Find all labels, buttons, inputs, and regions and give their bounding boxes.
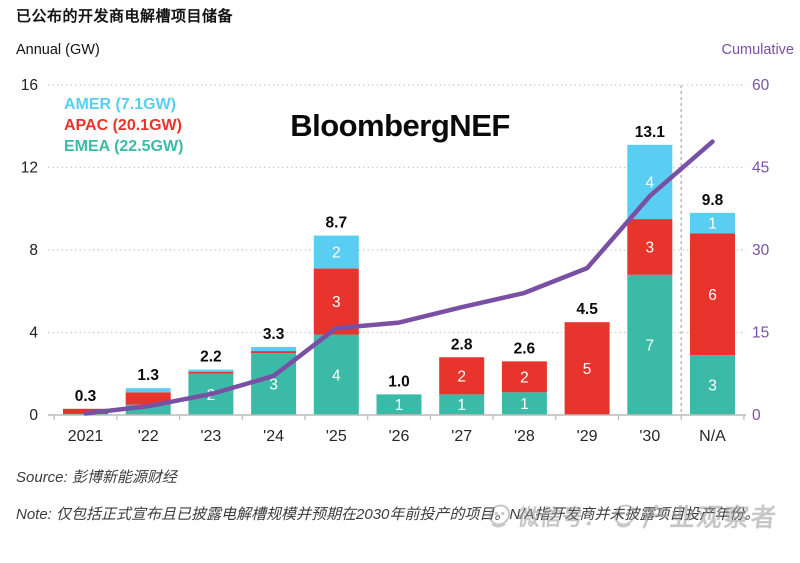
bar-segment-emea-'28	[501, 392, 547, 415]
legend-item-amer: AMER (7.1GW)	[64, 96, 176, 113]
bar-segment-apac-'24	[251, 351, 297, 354]
bar-segment-amer-N/A	[690, 212, 735, 234]
segment-label: 4	[332, 367, 341, 384]
x-axis-label: '28	[514, 428, 535, 445]
segment-label: 3	[332, 294, 341, 311]
legend-item-emea: EMEA (22.5GW)	[64, 138, 184, 155]
x-axis-label: '24	[263, 428, 284, 445]
right-axis-tick-label: 30	[752, 242, 770, 259]
bar-total-label: 0.3	[75, 388, 97, 405]
watermark-name: 产业观察者	[641, 504, 780, 532]
bar-segment-emea-'25	[313, 334, 359, 415]
bar-total-label: 2.2	[200, 349, 222, 366]
x-axis-label: 2021	[68, 428, 104, 445]
bar-segment-apac-'27	[439, 357, 485, 395]
bar-segment-amer-'24	[251, 346, 297, 352]
right-axis-title: Cumulative	[721, 42, 794, 58]
bar-total-label: 2.6	[514, 340, 536, 357]
x-axis-label: N/A	[699, 428, 726, 445]
x-axis-label: '29	[577, 428, 598, 445]
bar-total-label: 4.5	[576, 301, 598, 318]
bar-segment-emea-'26	[376, 394, 422, 415]
bar-segment-amer-'25	[313, 235, 359, 269]
right-axis-tick-label: 0	[752, 407, 761, 424]
right-axis-tick-label: 15	[752, 325, 769, 342]
bar-segment-emea-N/A	[690, 355, 735, 415]
segment-label: 1	[708, 216, 717, 233]
bar-total-label: 8.7	[326, 215, 348, 232]
bar-segment-amer-'22	[125, 388, 171, 393]
bar-segment-apac-'29	[564, 322, 610, 415]
segment-label: 1	[395, 397, 404, 414]
x-axis-label: '30	[639, 428, 660, 445]
left-axis-tick-label: 4	[29, 325, 38, 342]
x-axis-label: '25	[326, 428, 347, 445]
bloombergnef-logo: BloombergNEF	[290, 108, 510, 143]
legend-item-apac: APAC (20.1GW)	[64, 117, 182, 134]
wechat-watermark: 微信号： 产业观察者	[484, 498, 780, 534]
left-axis-tick-label: 12	[21, 160, 38, 177]
x-axis-label: '22	[138, 428, 159, 445]
wechat-ghost-icon	[489, 504, 511, 527]
segment-label: 6	[708, 287, 717, 304]
legend: AMER (7.1GW) APAC (20.1GW) EMEA (22.5GW)	[64, 95, 183, 157]
segment-label: 1	[457, 397, 466, 414]
left-axis-tick-label: 16	[21, 77, 38, 94]
bar-segment-apac-'23	[188, 371, 234, 374]
bar-segment-apac-N/A	[690, 233, 735, 356]
bar-segment-apac-'22	[125, 392, 171, 405]
bar-segment-emea-'30	[627, 274, 673, 415]
segment-label: 3	[645, 239, 654, 256]
bar-total-label: 9.8	[702, 192, 724, 209]
left-axis-tick-label: 8	[29, 242, 38, 259]
bar-total-label: 1.0	[388, 373, 410, 390]
segment-label: 1	[520, 396, 529, 413]
x-axis-label: '27	[451, 428, 472, 445]
segment-label: 3	[269, 377, 278, 394]
bar-segment-apac-'25	[313, 268, 359, 335]
watermark-prefix: 微信号：	[516, 505, 608, 530]
page-title: 已公布的开发商电解槽项目储备	[16, 8, 234, 25]
bar-total-label: 3.3	[263, 326, 285, 343]
right-axis-tick-label: 45	[752, 160, 769, 177]
bar-total-label: 2.8	[451, 336, 473, 353]
x-axis-label: '26	[389, 428, 410, 445]
bar-total-label: 13.1	[635, 124, 666, 141]
x-axis-label: '23	[200, 428, 221, 445]
source-text: Source: 彭博新能源财经	[16, 469, 177, 486]
segment-label: 3	[708, 378, 717, 395]
left-axis-tick-label: 0	[29, 407, 38, 424]
segment-label: 5	[583, 361, 592, 378]
segment-label: 2	[332, 245, 341, 262]
segment-label: 7	[645, 337, 654, 354]
bar-segment-apac-'28	[501, 361, 547, 393]
segment-label: 4	[645, 174, 654, 191]
segment-label: 2	[520, 369, 529, 386]
right-axis-tick-label: 60	[752, 77, 770, 94]
left-axis-title: Annual (GW)	[16, 42, 100, 58]
note-text: Note: 仅包括正式宣布且已披露电解槽规模并预期在2030年前投产的项目。N/…	[16, 506, 760, 523]
bar-segment-apac-'30	[627, 219, 673, 275]
segment-label: 2	[457, 368, 466, 385]
bar-segment-amer-'23	[188, 369, 234, 372]
cumulative-line	[83, 139, 715, 416]
bar-segment-emea-'22	[125, 404, 171, 415]
wechat-ghost-icon	[614, 504, 636, 527]
bar-segment-emea-'27	[439, 394, 485, 415]
bar-total-label: 1.3	[137, 367, 159, 384]
